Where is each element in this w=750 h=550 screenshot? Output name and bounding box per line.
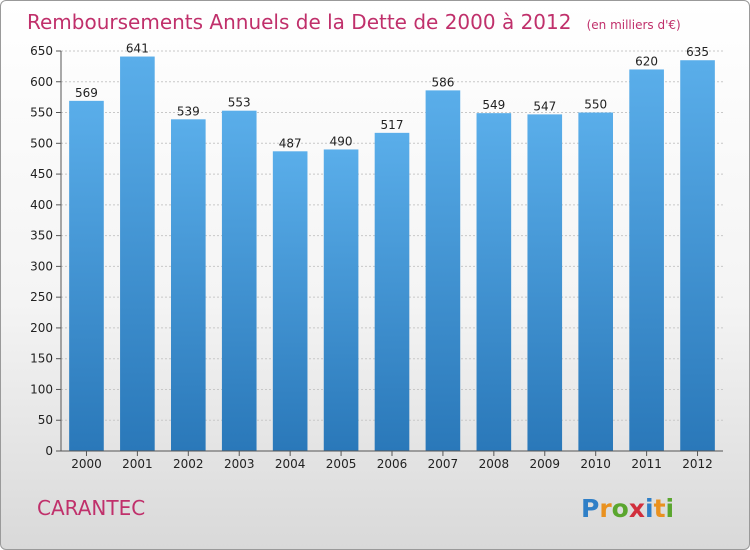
logo-letter: i <box>645 494 654 523</box>
y-tick-label: 0 <box>45 444 53 458</box>
x-tick-label-2002: 2002 <box>173 457 204 471</box>
y-tick-label: 400 <box>30 198 53 212</box>
value-label-2000: 569 <box>75 86 98 100</box>
value-label-2009: 547 <box>533 99 556 113</box>
x-tick-label-2010: 2010 <box>580 457 611 471</box>
x-tick-label-2005: 2005 <box>326 457 357 471</box>
value-label-2012: 635 <box>686 45 709 59</box>
bar-2004 <box>272 151 308 452</box>
logo-letter: i <box>666 494 675 523</box>
logo-letter: P <box>581 494 599 523</box>
bar-2008 <box>476 113 512 452</box>
bar-2011 <box>629 69 664 451</box>
bar-2012 <box>680 60 715 451</box>
bar-2005 <box>323 149 359 451</box>
bar-2000 <box>69 100 104 451</box>
bar-2001 <box>120 56 155 452</box>
x-tick-label-2007: 2007 <box>428 457 459 471</box>
y-tick-label: 500 <box>30 136 53 150</box>
value-label-2002: 539 <box>177 104 200 118</box>
logo-letter: x <box>629 494 645 523</box>
chart-title: Remboursements Annuels de la Dette de 20… <box>27 10 681 34</box>
value-label-2005: 490 <box>330 134 353 148</box>
bar-2007 <box>425 90 461 451</box>
bar-2003 <box>221 110 257 451</box>
value-label-2004: 487 <box>279 136 302 150</box>
y-tick-label: 300 <box>30 259 53 273</box>
logo-letter: r <box>599 494 612 523</box>
y-tick-label: 150 <box>30 352 53 366</box>
x-tick-label-2001: 2001 <box>122 457 153 471</box>
commune-name: CARANTEC <box>37 496 145 520</box>
bar-2002 <box>170 119 206 452</box>
x-tick-label-2008: 2008 <box>479 457 510 471</box>
y-tick-label: 100 <box>30 382 53 396</box>
x-tick-label-2003: 2003 <box>224 457 255 471</box>
bar-layer: 569 641 539 553 487 490 517 586 549 547 550 620 635 <box>69 42 715 452</box>
bar-2009 <box>527 114 563 451</box>
value-label-2003: 553 <box>228 96 251 110</box>
value-label-2001: 641 <box>126 42 149 56</box>
y-tick-label: 600 <box>30 75 53 89</box>
x-tick-label-2012: 2012 <box>682 457 713 471</box>
value-label-2008: 549 <box>482 98 505 112</box>
value-label-2010: 550 <box>584 98 607 112</box>
proxiti-logo[interactable]: Proxiti <box>581 494 674 523</box>
bar-2006 <box>374 132 410 451</box>
axis-layer: 0 50 100 150 200 250 300 350 400 450 500 550 600 650 2… <box>30 44 723 471</box>
value-label-2007: 586 <box>431 75 454 89</box>
y-tick-label: 650 <box>30 44 53 58</box>
y-tick-label: 200 <box>30 321 53 335</box>
logo-letter: t <box>654 494 666 523</box>
value-label-2006: 517 <box>381 118 404 132</box>
chart-title-main: Remboursements Annuels de la Dette de 20… <box>27 10 571 34</box>
x-tick-label-2000: 2000 <box>71 457 102 471</box>
y-tick-label: 550 <box>30 106 53 120</box>
x-tick-label-2006: 2006 <box>377 457 408 471</box>
bar-2010 <box>578 112 614 452</box>
y-tick-label: 250 <box>30 290 53 304</box>
x-tick-label-2011: 2011 <box>631 457 662 471</box>
y-tick-label: 350 <box>30 229 53 243</box>
y-tick-label: 50 <box>38 413 53 427</box>
y-tick-label: 450 <box>30 167 53 181</box>
x-tick-label-2009: 2009 <box>529 457 560 471</box>
logo-letter: o <box>612 494 629 523</box>
value-label-2011: 620 <box>635 54 658 68</box>
x-tick-label-2004: 2004 <box>275 457 306 471</box>
chart-title-unit: (en milliers d'€) <box>587 18 681 32</box>
